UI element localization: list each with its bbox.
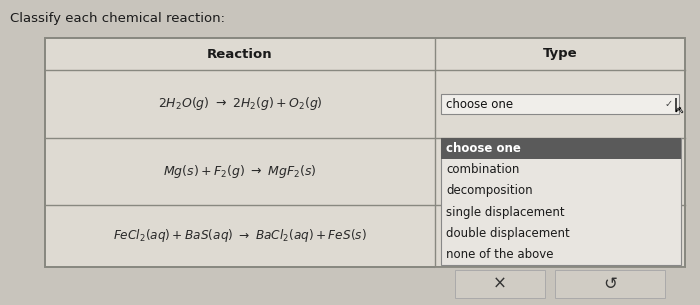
Text: ×: × <box>493 275 507 293</box>
Text: decomposition: decomposition <box>446 185 533 197</box>
Bar <box>45 38 685 267</box>
Bar <box>441 138 681 159</box>
Text: choose one: choose one <box>446 142 521 155</box>
Text: Classify each chemical reaction:: Classify each chemical reaction: <box>10 12 225 25</box>
Bar <box>441 138 681 265</box>
Text: Reaction: Reaction <box>207 48 273 60</box>
Polygon shape <box>676 98 683 113</box>
Text: ↺: ↺ <box>603 275 617 293</box>
Text: $\mathit{Mg(s) + F_2(g)}$ $\mathit{\rightarrow}$ $\mathit{MgF_2(s)}$: $\mathit{Mg(s) + F_2(g)}$ $\mathit{\righ… <box>163 163 316 180</box>
Bar <box>45 38 685 267</box>
Bar <box>455 270 545 298</box>
Text: single displacement: single displacement <box>446 206 565 219</box>
Bar <box>441 94 679 114</box>
Text: Type: Type <box>542 48 578 60</box>
Text: choose one: choose one <box>446 98 513 110</box>
Text: none of the above: none of the above <box>446 248 554 261</box>
Text: double displacement: double displacement <box>446 227 570 240</box>
Bar <box>435 267 685 301</box>
Text: $\mathit{2H_2O(g)}$ $\mathit{\rightarrow}$ $\mathit{2H_2(g) + O_2(g)}$: $\mathit{2H_2O(g)}$ $\mathit{\rightarrow… <box>158 95 323 113</box>
Text: $\mathit{FeCl_2(aq) + BaS(aq)}$ $\mathit{\rightarrow}$ $\mathit{BaCl_2(aq) + FeS: $\mathit{FeCl_2(aq) + BaS(aq)}$ $\mathit… <box>113 228 367 245</box>
Bar <box>555 270 665 298</box>
Text: combination: combination <box>446 163 519 176</box>
Text: ✓: ✓ <box>665 99 673 109</box>
